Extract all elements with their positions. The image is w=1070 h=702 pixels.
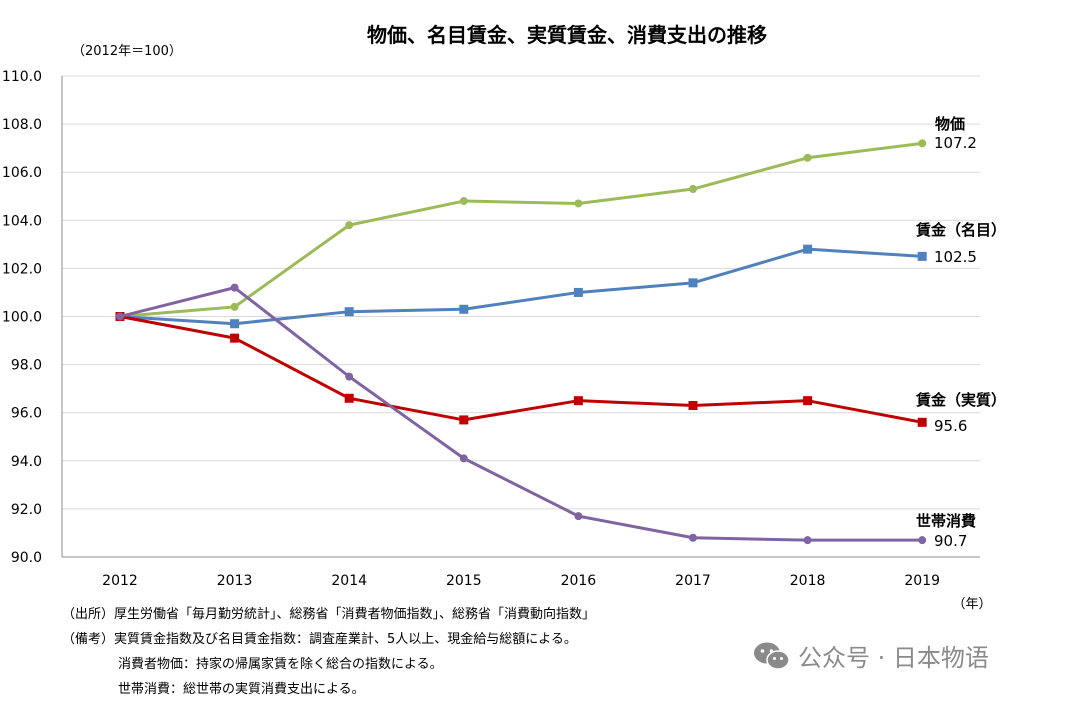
series-name-label: 物価: [935, 115, 965, 133]
series-value-label: 107.2: [934, 134, 977, 152]
data-point: [573, 396, 583, 406]
data-point: [459, 304, 469, 314]
base-note: （2012年＝100）: [72, 44, 182, 59]
data-point: [230, 333, 240, 343]
series-name-label: 世帯消費: [916, 512, 976, 530]
series-value-label: 90.7: [934, 532, 967, 550]
series-line: [119, 141, 923, 318]
series-name-label: 賃金（名目）: [915, 221, 1006, 239]
series-group: [115, 139, 927, 545]
watermark-text: 公众号 · 日本物语: [798, 644, 989, 672]
y-tick-label: 108.0: [2, 117, 42, 133]
data-point: [803, 244, 813, 254]
data-point: [230, 319, 240, 329]
data-point: [688, 400, 698, 410]
data-point: [459, 197, 468, 206]
series-line: [119, 315, 923, 424]
data-point: [689, 185, 697, 194]
data-point: [803, 396, 813, 406]
x-axis-ticks: 2012 2013 2014 2015 2016 2017 2018 2019: [102, 573, 940, 589]
x-tick-label: 2016: [561, 573, 597, 589]
data-point: [917, 251, 927, 261]
wechat-icon: [754, 642, 790, 670]
data-point: [918, 139, 927, 148]
note-remark-1: （備考）実質賃金指数及び名目賃金指数：調査産業計、5人以上、現金給与総額による。: [62, 632, 577, 647]
note-source: （出所）厚生労働省「毎月勤労統計」、総務省「消費者物価指数」、総務省「消費動向指…: [62, 607, 596, 622]
y-tick-label: 94.0: [11, 454, 42, 470]
watermark: 公众号 · 日本物语: [752, 638, 989, 673]
data-point: [116, 312, 124, 321]
y-tick-label: 100.0: [2, 310, 42, 326]
x-tick-label: 2014: [331, 573, 367, 589]
y-tick-label: 104.0: [2, 213, 42, 229]
notes: （出所）厚生労働省「毎月勤労統計」、総務省「消費者物価指数」、総務省「消費動向指…: [62, 602, 595, 702]
data-point: [459, 454, 468, 463]
y-tick-label: 92.0: [11, 502, 42, 518]
data-point: [574, 199, 583, 208]
note-remark-3: 世帯消費：総世帯の実質消費支出による。: [118, 682, 365, 697]
x-tick-label: 2015: [446, 573, 482, 589]
series-value-label: 95.6: [934, 417, 967, 435]
data-point: [230, 283, 239, 292]
y-tick-label: 102.0: [2, 261, 42, 277]
chart-title: 物価、名目賃金、実質賃金、消費支出の推移: [367, 23, 767, 47]
x-tick-label: 2018: [790, 573, 826, 589]
series-line: [119, 247, 923, 326]
gridlines: [61, 75, 980, 558]
data-point: [803, 536, 812, 545]
x-tick-label: 2017: [675, 573, 711, 589]
data-point: [345, 372, 354, 381]
y-axis-ticks: 90.0 92.0 94.0 96.0 98.0 100.0 102.0 104.0 106.0…: [2, 69, 42, 566]
y-tick-label: 98.0: [11, 358, 42, 374]
y-tick-label: 90.0: [11, 550, 42, 566]
x-tick-label: 2013: [217, 573, 253, 589]
data-point: [689, 533, 697, 542]
data-point: [344, 393, 354, 403]
series-line: [119, 286, 923, 542]
y-tick-label: 96.0: [11, 406, 42, 422]
data-point: [573, 287, 583, 297]
data-point: [344, 307, 354, 317]
data-point: [918, 536, 927, 545]
data-point: [688, 278, 698, 288]
data-point: [574, 512, 583, 521]
data-point: [345, 221, 354, 230]
x-tick-label: 2012: [102, 573, 138, 589]
x-axis-label: （年）: [952, 597, 991, 612]
x-tick-label: 2019: [904, 573, 940, 589]
series-name-label: 賃金（実質）: [915, 391, 1006, 409]
series-value-label: 102.5: [934, 248, 977, 266]
data-point: [459, 415, 469, 425]
note-remark-2: 消費者物価：持家の帰属家賃を除く総合の指数による。: [118, 657, 443, 672]
data-point: [917, 417, 927, 427]
y-tick-label: 110.0: [2, 69, 42, 85]
y-tick-label: 106.0: [2, 165, 42, 181]
data-point: [230, 302, 239, 311]
data-point: [803, 153, 812, 162]
